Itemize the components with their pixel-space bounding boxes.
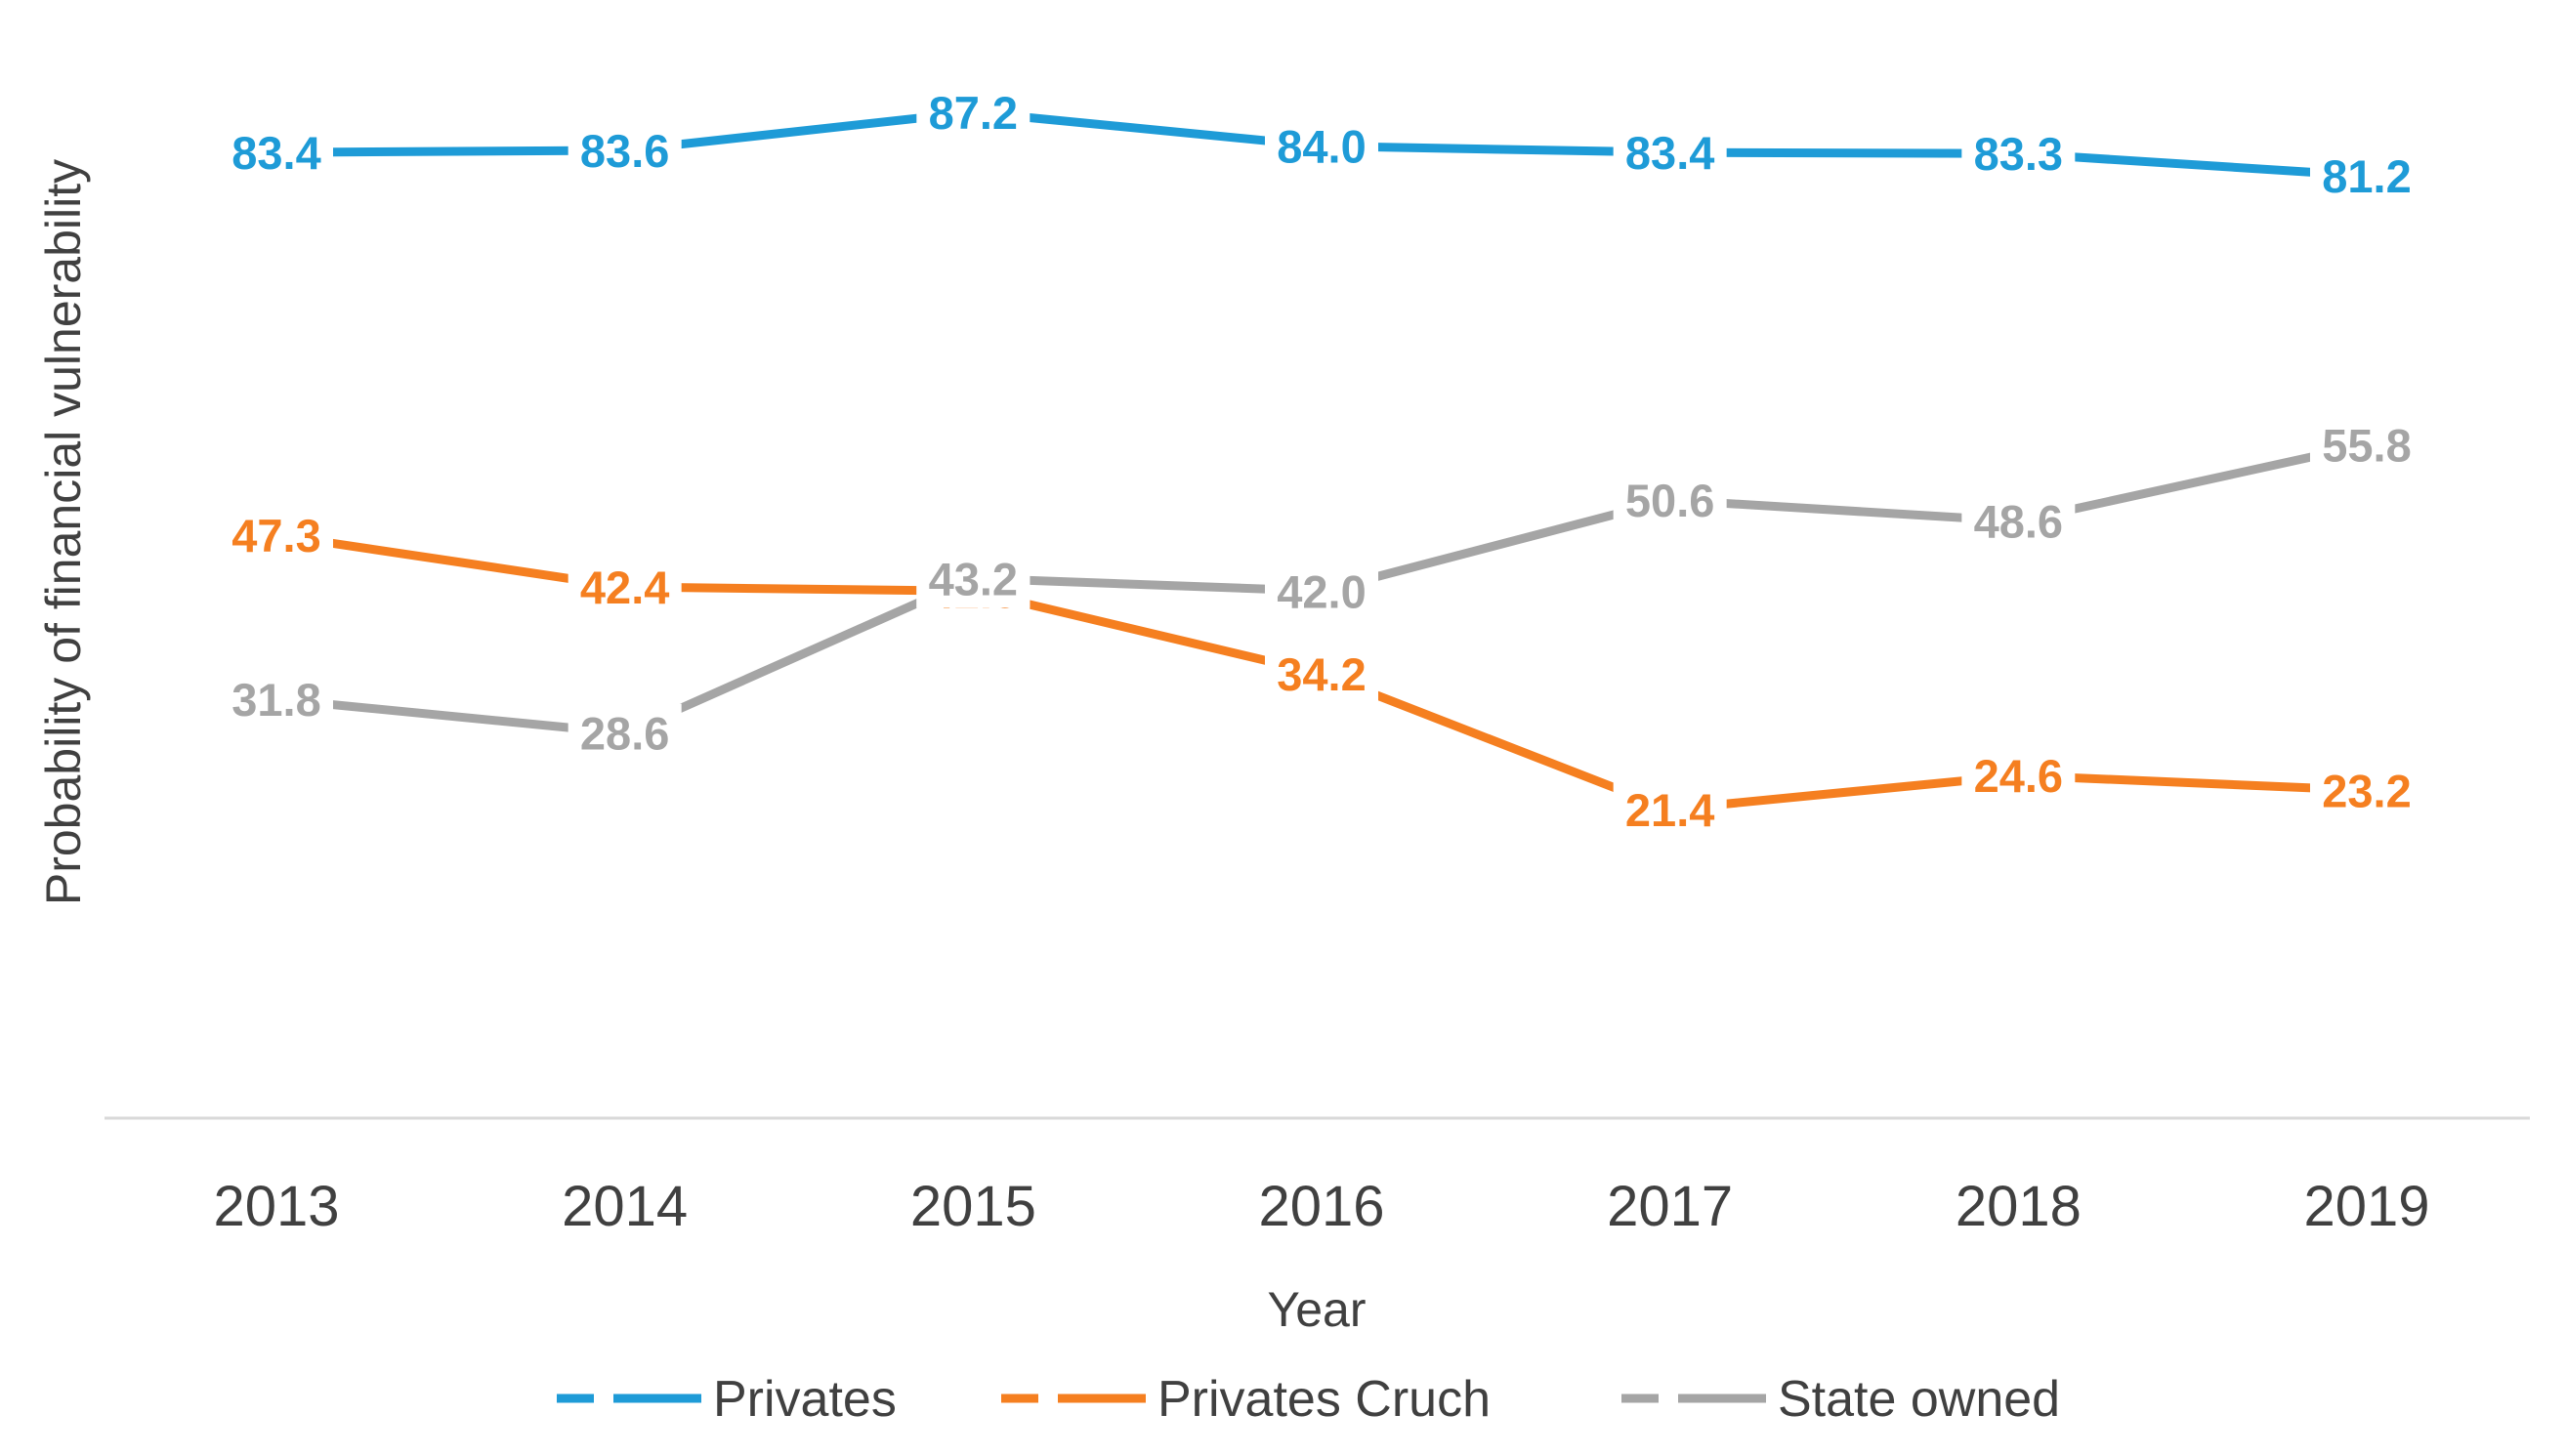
data-label-privates-cruch-2018: 24.6 (1974, 750, 2063, 802)
data-label-bg-privates-2017 (1613, 123, 1727, 183)
data-label-state-owned-2018: 48.6 (1974, 496, 2063, 548)
data-label-bg-privates-2015 (916, 82, 1031, 142)
data-label-bg-state-owned-2018 (1961, 491, 2076, 551)
data-label-bg-privates-cruch-2014 (568, 557, 682, 616)
data-label-bg-privates-2013 (220, 123, 333, 183)
legend-label-privates-cruch: Privates Cruch (1157, 1371, 1491, 1428)
data-label-state-owned-2015: 43.2 (929, 553, 1018, 604)
data-label-privates-2019: 81.2 (2322, 150, 2411, 202)
data-label-privates-2013: 83.4 (231, 127, 320, 179)
data-label-privates-cruch-2017: 21.4 (1625, 784, 1714, 836)
data-label-privates-2014: 83.6 (580, 125, 669, 177)
x-tick-label-2019: 2019 (2303, 1175, 2429, 1238)
data-labels: 83.4 83.6 87.2 84.0 83.4 83.3 81.2 47.3 42.4 42.0… (220, 82, 2423, 839)
data-label-bg-privates-cruch-2016 (1265, 644, 1378, 703)
data-label-bg-state-owned-2019 (2310, 415, 2423, 475)
x-axis-title: Year (1267, 1282, 1366, 1337)
data-label-state-owned-2013: 31.8 (231, 674, 320, 726)
data-label-bg-state-owned-2014 (568, 703, 682, 763)
data-label-privates-cruch-2019: 23.2 (2322, 765, 2411, 816)
data-label-bg-privates-2019 (2310, 146, 2423, 205)
data-label-bg-privates-cruch-2013 (220, 505, 333, 564)
x-tick-label-2017: 2017 (1607, 1175, 1733, 1238)
data-label-bg-state-owned-2013 (220, 669, 333, 728)
data-label-privates-cruch-2016: 34.2 (1277, 648, 1366, 700)
data-label-privates-2017: 83.4 (1625, 127, 1714, 179)
data-label-bg-privates-cruch-2018 (1961, 746, 2076, 806)
data-label-privates-2016: 84.0 (1277, 121, 1366, 173)
legend-label-privates: Privates (713, 1371, 897, 1428)
x-axis-ticks: 2013 2014 2015 2016 2017 2018 2019 (213, 1175, 2429, 1238)
data-label-bg-state-owned-2017 (1613, 470, 1727, 529)
legend-label-state-owned: State owned (1778, 1371, 2060, 1428)
data-label-state-owned-2019: 55.8 (2322, 420, 2411, 472)
data-label-bg-state-owned-2016 (1265, 562, 1378, 621)
legend: Privates Privates Cruch State owned (557, 1371, 2060, 1428)
data-label-privates-2015: 87.2 (929, 87, 1018, 139)
data-label-bg-privates-cruch-2017 (1613, 779, 1727, 839)
data-label-bg-privates-cruch-2019 (2310, 761, 2423, 820)
data-label-bg-state-owned-2015 (916, 549, 1031, 608)
data-label-privates-2018: 83.3 (1974, 128, 2063, 180)
x-tick-label-2013: 2013 (213, 1175, 339, 1238)
data-label-privates-cruch-2014: 42.4 (580, 562, 669, 613)
data-label-bg-privates-2018 (1961, 124, 2076, 184)
x-tick-label-2018: 2018 (1956, 1175, 2082, 1238)
x-tick-label-2014: 2014 (562, 1175, 688, 1238)
data-label-state-owned-2016: 42.0 (1277, 565, 1366, 617)
data-label-privates-cruch-2013: 47.3 (231, 510, 320, 562)
x-tick-label-2016: 2016 (1258, 1175, 1384, 1238)
data-label-bg-privates-2014 (568, 120, 682, 180)
data-label-bg-privates-2016 (1265, 116, 1378, 176)
x-tick-label-2015: 2015 (910, 1175, 1036, 1238)
data-label-state-owned-2014: 28.6 (580, 708, 669, 760)
data-label-state-owned-2017: 50.6 (1625, 475, 1714, 526)
y-axis-title: Probability of financial vulnerability (36, 159, 91, 905)
